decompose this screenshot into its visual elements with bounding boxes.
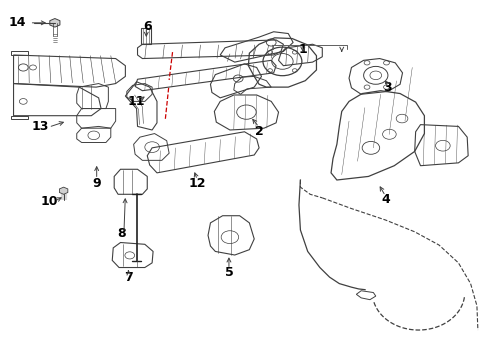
Text: 4: 4 <box>380 193 389 206</box>
Text: 3: 3 <box>383 81 391 94</box>
Text: 5: 5 <box>224 266 233 279</box>
Text: 13: 13 <box>32 120 49 133</box>
Text: 14: 14 <box>8 16 26 29</box>
Text: 7: 7 <box>124 271 133 284</box>
Text: 6: 6 <box>142 20 151 33</box>
Text: 1: 1 <box>298 43 306 56</box>
Text: 8: 8 <box>118 227 126 240</box>
Text: 11: 11 <box>127 95 144 108</box>
Text: 2: 2 <box>254 125 263 138</box>
Polygon shape <box>60 187 68 194</box>
Text: 9: 9 <box>92 177 101 190</box>
Text: 12: 12 <box>188 177 205 190</box>
Polygon shape <box>50 18 60 27</box>
Text: 10: 10 <box>40 195 58 208</box>
